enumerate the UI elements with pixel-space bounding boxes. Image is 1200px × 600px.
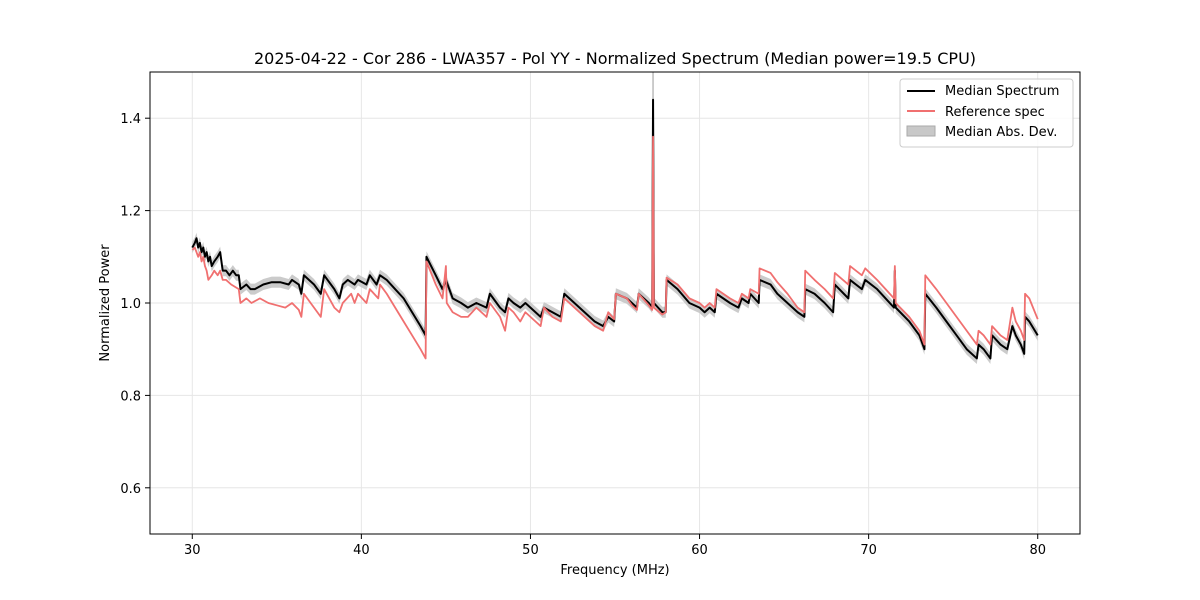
- chart-title: 2025-04-22 - Cor 286 - LWA357 - Pol YY -…: [254, 49, 976, 68]
- y-tick-label: 0.6: [120, 482, 141, 497]
- y-tick-label: 1.4: [120, 112, 141, 127]
- legend-median-label: Median Spectrum: [945, 84, 1059, 99]
- mad-band-layer: [192, 72, 1038, 364]
- y-axis-label: Normalized Power: [98, 244, 113, 362]
- x-tick-label: 80: [1029, 543, 1046, 558]
- mad-band: [192, 94, 1038, 364]
- legend-reference-label: Reference spec: [945, 105, 1045, 120]
- x-tick-label: 70: [860, 543, 877, 558]
- y-tick-label: 1.0: [120, 297, 141, 312]
- x-axis-label: Frequency (MHz): [560, 563, 669, 578]
- x-tick-label: 60: [691, 543, 708, 558]
- x-tick-label: 30: [184, 543, 201, 558]
- legend-box: [899, 78, 1074, 148]
- y-tick-label: 1.2: [120, 205, 141, 220]
- x-tick-label: 50: [522, 543, 539, 558]
- y-tick-label: 0.8: [120, 389, 141, 404]
- series-layer: [191, 98, 1039, 360]
- legend-mad-label: Median Abs. Dev.: [945, 125, 1057, 140]
- legend: Median Spectrum Reference spec Median Ab…: [899, 78, 1074, 148]
- x-tick-label: 40: [353, 543, 370, 558]
- reference-spectrum-line: [191, 135, 1039, 360]
- axis-ticks: 30 40 50 60 70 80 0.6 0.8 1.0 1.2 1.4: [120, 112, 1046, 558]
- legend-mad-swatch: [906, 125, 936, 137]
